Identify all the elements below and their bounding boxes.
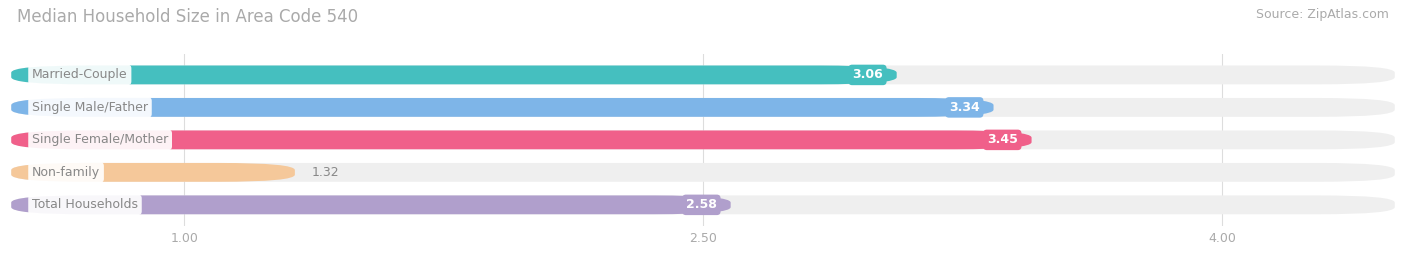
FancyBboxPatch shape bbox=[11, 195, 1395, 214]
FancyBboxPatch shape bbox=[11, 195, 731, 214]
Text: Married-Couple: Married-Couple bbox=[32, 68, 128, 82]
Text: 3.06: 3.06 bbox=[852, 68, 883, 82]
Text: Non-family: Non-family bbox=[32, 166, 100, 179]
Text: 3.45: 3.45 bbox=[987, 133, 1018, 146]
FancyBboxPatch shape bbox=[11, 65, 1395, 84]
Text: 2.58: 2.58 bbox=[686, 198, 717, 211]
FancyBboxPatch shape bbox=[11, 163, 295, 182]
FancyBboxPatch shape bbox=[11, 65, 897, 84]
Text: Source: ZipAtlas.com: Source: ZipAtlas.com bbox=[1256, 8, 1389, 21]
Text: Single Female/Mother: Single Female/Mother bbox=[32, 133, 169, 146]
FancyBboxPatch shape bbox=[11, 130, 1395, 149]
Text: 3.34: 3.34 bbox=[949, 101, 980, 114]
Text: Single Male/Father: Single Male/Father bbox=[32, 101, 148, 114]
Text: Total Households: Total Households bbox=[32, 198, 138, 211]
FancyBboxPatch shape bbox=[11, 130, 1032, 149]
FancyBboxPatch shape bbox=[11, 98, 1395, 117]
Text: Median Household Size in Area Code 540: Median Household Size in Area Code 540 bbox=[17, 8, 359, 26]
Text: 1.32: 1.32 bbox=[312, 166, 340, 179]
FancyBboxPatch shape bbox=[11, 163, 1395, 182]
FancyBboxPatch shape bbox=[11, 98, 994, 117]
